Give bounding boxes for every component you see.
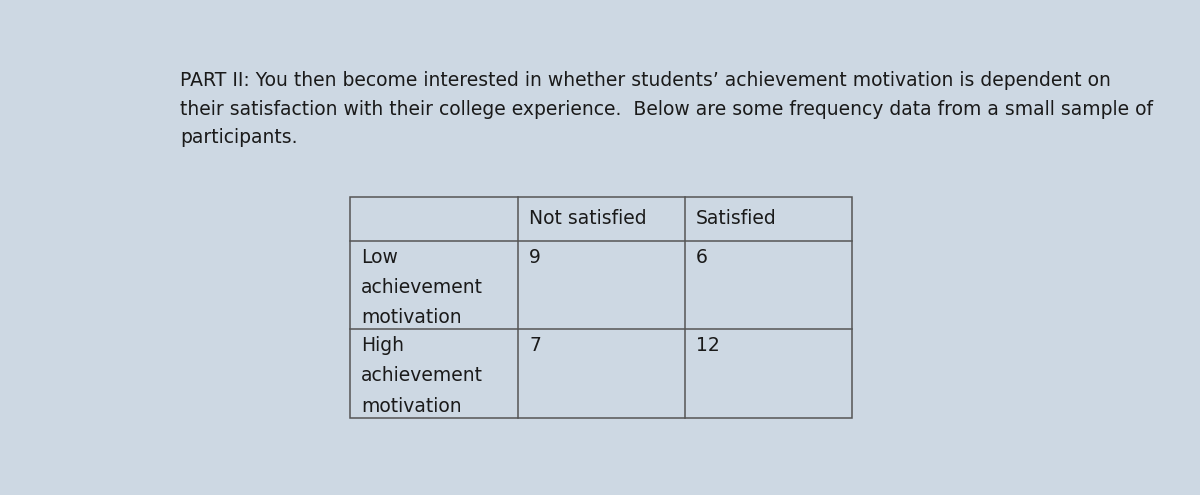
Text: Not satisfied: Not satisfied <box>529 209 647 228</box>
Text: PART II: You then become interested in whether students’ achievement motivation : PART II: You then become interested in w… <box>180 71 1153 148</box>
Text: High
achievement
motivation: High achievement motivation <box>361 336 484 416</box>
Text: 7: 7 <box>529 336 541 355</box>
Text: 9: 9 <box>529 248 541 267</box>
Bar <box>350 197 852 418</box>
Text: 12: 12 <box>696 336 720 355</box>
Text: Low
achievement
motivation: Low achievement motivation <box>361 248 484 327</box>
Text: 6: 6 <box>696 248 708 267</box>
Text: Satisfied: Satisfied <box>696 209 776 228</box>
